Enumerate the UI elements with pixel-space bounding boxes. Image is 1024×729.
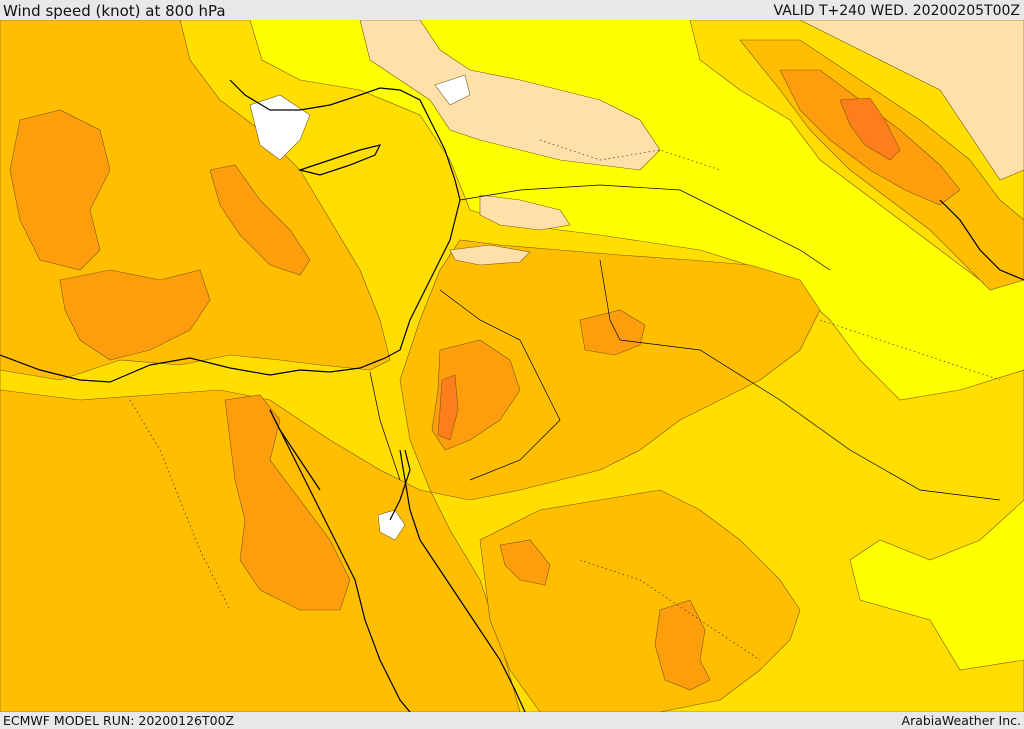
coastline-gulf-suez — [269, 409, 321, 491]
coastline-north-africa — [0, 179, 461, 383]
borders — [369, 184, 1001, 501]
boundary-dotted-2 — [539, 139, 721, 171]
coastline-cyprus — [297, 144, 382, 176]
wind-band-dark-orange-jordan — [437, 374, 459, 441]
boundary-dotted-3 — [579, 559, 761, 661]
wind-band-dark-orange-iran — [839, 97, 901, 161]
coastlines — [0, 79, 1024, 712]
border-turkey-syria — [459, 184, 721, 211]
wind-band-low-syria — [479, 194, 571, 231]
footer-bar: ECMWF MODEL RUN: 20200126T00Z ArabiaWeat… — [0, 712, 1024, 729]
coastline-red-sea-east — [399, 449, 526, 712]
header-bar: Wind speed (knot) at 800 hPa VALID T+240… — [0, 0, 1024, 20]
border-egypt-libya — [369, 371, 401, 481]
wind-band-orange-egypt — [224, 394, 351, 611]
wind-band-amber-south — [0, 239, 821, 712]
map-title: Wind speed (knot) at 800 hPa — [3, 2, 226, 20]
wind-band-low-iran — [799, 20, 1024, 181]
wind-band-low-levant — [449, 244, 531, 266]
wind-band-orange-hijaz — [499, 539, 551, 586]
coastline-gulf-aqaba — [389, 449, 411, 521]
wind-band-amber-arabia — [479, 489, 801, 712]
internal-boundaries — [129, 139, 1001, 661]
coastline-persian-gulf — [939, 199, 1024, 281]
wind-speed-map — [0, 20, 1024, 712]
model-run-label: ECMWF MODEL RUN: 20200126T00Z — [3, 713, 235, 728]
wind-band-orange-saudi — [654, 599, 711, 691]
boundary-dotted-4 — [819, 319, 1001, 381]
valid-time-label: VALID T+240 WED. 20200205T00Z — [773, 3, 1020, 19]
border-jordan-saudi — [439, 289, 561, 481]
border-syria-iraq — [599, 259, 621, 341]
border-iraq-saudi — [619, 339, 1001, 501]
wind-band-low-turkey — [359, 20, 661, 171]
coastline-turkey-south — [229, 79, 456, 181]
wind-band-calm-aqaba — [377, 509, 406, 541]
border-iran-iraq — [719, 209, 831, 271]
wind-band-calm-cilicia — [434, 74, 471, 106]
credit-label: ArabiaWeather Inc. — [901, 713, 1021, 728]
wind-band-orange-iraq — [579, 309, 646, 356]
coastline-red-sea-west — [269, 409, 411, 712]
wind-band-orange-west — [9, 109, 111, 271]
wind-band-calm-aegean — [249, 94, 311, 161]
wind-band-orange-ridge — [209, 164, 311, 276]
wind-speed-map-canvas — [0, 20, 1024, 712]
wind-band-orange-libya — [59, 269, 211, 361]
